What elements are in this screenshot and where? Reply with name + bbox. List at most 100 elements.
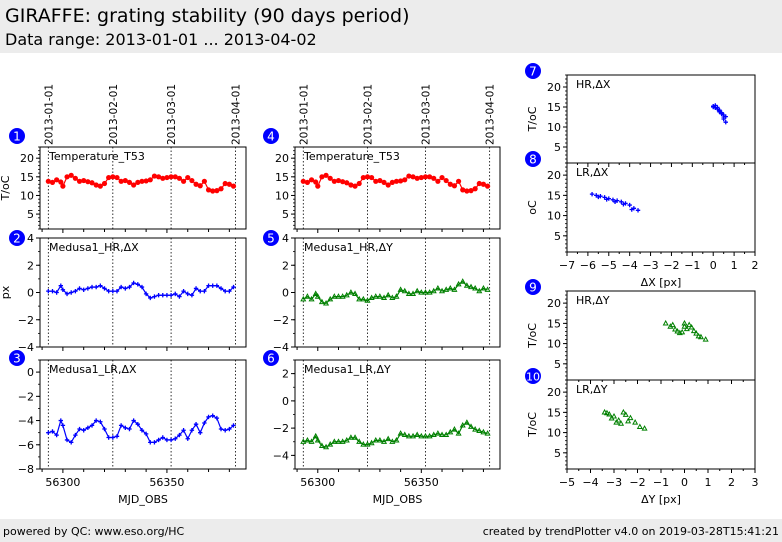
data-point xyxy=(210,283,215,288)
data-point xyxy=(227,426,232,432)
panel-6: −4 −2 0 2 56300 56350 MJD_OBS Medusa1_LR,ΔY 6 xyxy=(263,350,501,506)
data-point xyxy=(422,432,429,439)
data-point xyxy=(344,180,350,186)
data-point xyxy=(214,188,220,194)
data-point xyxy=(180,178,187,184)
data-point xyxy=(451,426,458,432)
data-point xyxy=(596,194,601,200)
x-tick-label: 56300 xyxy=(300,476,335,489)
panel-label: HR,ΔX xyxy=(576,78,611,91)
x-tick-label: −3 xyxy=(642,259,658,272)
y-axis-label: T/oC xyxy=(526,412,539,438)
data-point xyxy=(185,291,190,297)
data-point xyxy=(405,432,412,439)
x-axis-label: ΔY [px] xyxy=(641,493,681,506)
data-point xyxy=(426,432,433,439)
data-point xyxy=(118,178,124,184)
data-point xyxy=(210,413,215,418)
data-point xyxy=(110,174,116,180)
data-point xyxy=(73,288,78,294)
data-point xyxy=(443,286,450,292)
data-point xyxy=(54,432,59,438)
data-point xyxy=(360,295,367,302)
y-tick-label: 2 xyxy=(282,368,289,381)
panel-label: Medusa1_HR,ΔY xyxy=(304,241,393,254)
data-point xyxy=(327,295,334,302)
panel-10: 5 10 15 20 −5 −4 −3 −2 −1 0 1 2 3 ΔY [px] T/oC LR,ΔY 10 xyxy=(525,368,759,506)
data-point xyxy=(106,288,111,294)
x-tick-label: 0 xyxy=(681,476,688,489)
data-point xyxy=(472,186,478,192)
panel-number: 5 xyxy=(267,232,275,246)
x-tick-label: 56300 xyxy=(45,476,80,489)
date-tick-label: 2013-01-01 xyxy=(298,84,310,145)
data-point xyxy=(60,423,66,428)
y-tick-label: −4 xyxy=(18,341,34,354)
data-point xyxy=(455,178,462,184)
data-point xyxy=(455,280,462,287)
data-point xyxy=(339,438,346,444)
data-point xyxy=(480,428,487,435)
y-axis-label: px xyxy=(0,285,12,299)
date-tick-label: 2013-04-01 xyxy=(231,84,243,145)
data-point xyxy=(118,284,124,290)
data-point xyxy=(135,282,140,287)
data-point xyxy=(181,288,186,294)
panel-4: 2013-01-01 2013-02-01 2013-03-01 2013-04-01… xyxy=(263,84,501,233)
y-tick-label: −4 xyxy=(273,341,289,354)
panel-8: 5 10 15 20 −7 −6 −5 −4 −3 −2 −1 0 1 2 ΔX [px] oC LR,ΔX 8 xyxy=(525,151,759,289)
data-point xyxy=(662,319,669,326)
data-point xyxy=(206,283,211,288)
data-point xyxy=(414,287,421,294)
data-point xyxy=(127,284,132,290)
panel-number: 7 xyxy=(529,65,537,79)
panel-number-badge xyxy=(525,279,541,295)
data-point xyxy=(89,180,95,186)
date-tick-label: 2013-04-01 xyxy=(485,84,497,145)
y-tick-label: 5 xyxy=(27,208,34,221)
data-point xyxy=(641,425,648,431)
data-point xyxy=(627,202,632,208)
data-point xyxy=(98,419,103,424)
data-point xyxy=(173,436,178,441)
data-point xyxy=(681,323,688,329)
x-tick-label: 3 xyxy=(752,476,759,489)
data-point xyxy=(443,177,449,184)
panel-1: 2013-01-01 2013-02-01 2013-03-01 2013-04-01… xyxy=(0,84,247,233)
data-point xyxy=(97,183,103,189)
data-point xyxy=(152,440,157,445)
data-point xyxy=(589,191,595,197)
data-point xyxy=(439,174,445,181)
data-point xyxy=(360,441,367,447)
data-point xyxy=(467,423,475,429)
data-point xyxy=(164,293,170,298)
data-point xyxy=(380,438,388,444)
x-tick-label: −5 xyxy=(601,259,617,272)
data-point xyxy=(85,286,91,291)
data-point xyxy=(679,328,686,335)
data-point xyxy=(327,175,333,181)
data-point xyxy=(315,183,321,189)
data-point xyxy=(46,430,51,435)
data-point xyxy=(385,291,392,298)
data-point xyxy=(160,435,165,440)
data-point xyxy=(389,438,396,444)
data-point xyxy=(110,288,116,294)
data-point xyxy=(615,417,622,423)
data-point xyxy=(636,423,643,430)
x-tick-label: 1 xyxy=(731,259,738,272)
x-axis-label: MJD_OBS xyxy=(118,493,168,506)
data-point xyxy=(98,283,103,288)
data-point xyxy=(603,409,610,416)
data-point xyxy=(312,290,319,296)
data-point xyxy=(414,175,420,181)
data-point xyxy=(118,423,124,428)
data-point xyxy=(463,419,470,425)
axes-frame xyxy=(39,359,247,470)
x-tick-label: −2 xyxy=(663,259,679,272)
data-point xyxy=(356,438,363,444)
data-point xyxy=(621,202,626,207)
data-point xyxy=(426,289,433,295)
y-tick-label: 2 xyxy=(282,259,289,272)
y-tick-label: 4 xyxy=(27,232,34,245)
